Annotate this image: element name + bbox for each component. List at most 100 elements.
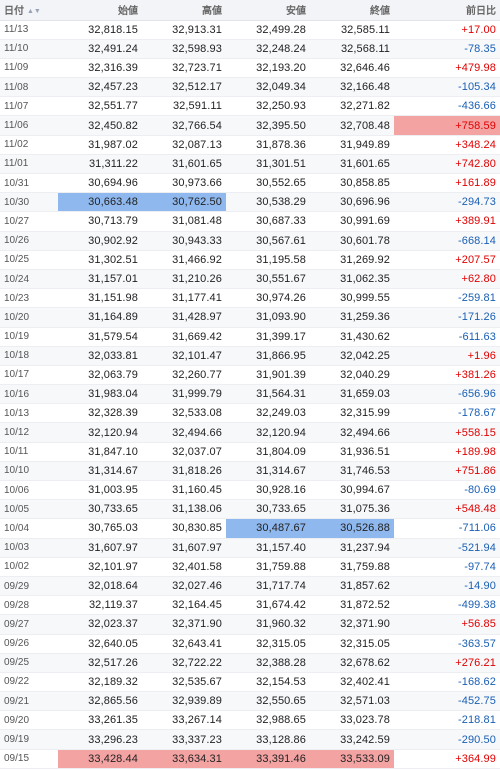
cell-high: 31,607.97 <box>142 538 226 558</box>
cell-date: 10/06 <box>0 480 58 501</box>
cell-date: 10/13 <box>0 403 58 424</box>
cell-open: 31,579.54 <box>58 327 142 347</box>
cell-date: 10/02 <box>0 557 58 577</box>
column-header-date[interactable]: 日付 ▲▼ <box>0 0 58 21</box>
cell-date: 10/20 <box>0 307 58 328</box>
cell-open: 32,457.23 <box>58 77 142 98</box>
cell-low: 30,551.67 <box>226 269 310 290</box>
cell-high: 32,722.22 <box>142 653 226 673</box>
cell-change: +207.57 <box>394 250 500 270</box>
cell-low: 30,687.33 <box>226 211 310 232</box>
cell-open: 32,023.37 <box>58 614 142 635</box>
cell-high: 30,830.85 <box>142 518 226 539</box>
table-row: 10/24 31,157.01 31,210.26 30,551.67 31,062.3… <box>0 269 500 290</box>
cell-change: -14.90 <box>394 576 500 597</box>
cell-open: 33,428.44 <box>58 749 142 769</box>
cell-close: 31,269.92 <box>310 250 394 270</box>
table-row: 10/06 31,003.95 31,160.45 30,928.16 30,994.6… <box>0 480 500 501</box>
cell-high: 32,913.31 <box>142 20 226 40</box>
cell-close: 31,746.53 <box>310 461 394 482</box>
cell-high: 32,591.11 <box>142 96 226 117</box>
table-row: 10/31 30,694.96 30,973.66 30,552.65 30,858.8… <box>0 173 500 194</box>
cell-close: 32,678.62 <box>310 653 394 673</box>
cell-change: +751.86 <box>394 461 500 482</box>
cell-open: 32,491.24 <box>58 39 142 59</box>
cell-open: 30,765.03 <box>58 518 142 539</box>
table-row: 09/21 32,865.56 32,939.89 32,550.65 32,571.0… <box>0 691 500 712</box>
cell-close: 30,991.69 <box>310 211 394 232</box>
cell-close: 32,571.03 <box>310 691 394 712</box>
cell-low: 32,388.28 <box>226 653 310 673</box>
cell-close: 31,237.94 <box>310 538 394 558</box>
cell-date: 10/24 <box>0 269 58 290</box>
cell-close: 30,994.67 <box>310 480 394 501</box>
cell-close: 32,040.29 <box>310 365 394 386</box>
cell-high: 31,601.65 <box>142 154 226 175</box>
cell-date: 09/27 <box>0 614 58 635</box>
cell-high: 32,087.13 <box>142 135 226 155</box>
cell-close: 30,999.55 <box>310 288 394 309</box>
cell-high: 30,762.50 <box>142 192 226 213</box>
cell-change: -452.75 <box>394 691 500 712</box>
cell-change: +558.15 <box>394 422 500 443</box>
table-row: 10/04 30,765.03 30,830.85 30,487.67 30,526.8… <box>0 518 500 539</box>
cell-high: 32,643.41 <box>142 634 226 654</box>
table-row: 10/02 32,101.97 32,401.58 31,759.88 31,759.8… <box>0 557 500 577</box>
cell-close: 30,526.88 <box>310 518 394 539</box>
cell-change: -656.96 <box>394 384 500 405</box>
cell-date: 10/30 <box>0 192 58 213</box>
cell-low: 32,120.94 <box>226 422 310 443</box>
cell-high: 31,999.79 <box>142 384 226 405</box>
table-row: 10/26 30,902.92 30,943.33 30,567.61 30,601.7… <box>0 231 500 251</box>
cell-change: -105.34 <box>394 77 500 98</box>
table-row: 09/20 33,261.35 33,267.14 32,988.65 33,023.7… <box>0 710 500 731</box>
cell-open: 32,101.97 <box>58 557 142 577</box>
cell-open: 32,551.77 <box>58 96 142 117</box>
cell-change: -711.06 <box>394 518 500 539</box>
cell-open: 32,120.94 <box>58 422 142 443</box>
column-header-change: 前日比 <box>394 0 500 21</box>
cell-open: 32,517.26 <box>58 653 142 673</box>
sort-asc-desc-icon[interactable]: ▲▼ <box>27 7 41 15</box>
cell-high: 32,260.77 <box>142 365 226 386</box>
cell-close: 31,857.62 <box>310 576 394 597</box>
table-row: 10/27 30,713.79 31,081.48 30,687.33 30,991.6… <box>0 211 500 232</box>
cell-change: +276.21 <box>394 653 500 673</box>
cell-change: +189.98 <box>394 442 500 462</box>
cell-close: 32,371.90 <box>310 614 394 635</box>
cell-close: 32,402.41 <box>310 672 394 693</box>
column-header-close: 終値 <box>310 0 394 21</box>
cell-change: -80.69 <box>394 480 500 501</box>
column-header-date-label: 日付 <box>4 6 24 18</box>
cell-high: 31,160.45 <box>142 480 226 501</box>
cell-close: 32,568.11 <box>310 39 394 59</box>
cell-low: 31,717.74 <box>226 576 310 597</box>
cell-low: 32,193.20 <box>226 58 310 79</box>
cell-open: 32,450.82 <box>58 115 142 136</box>
cell-close: 31,659.03 <box>310 384 394 405</box>
cell-change: -168.62 <box>394 672 500 693</box>
cell-change: +389.91 <box>394 211 500 232</box>
cell-low: 31,157.40 <box>226 538 310 558</box>
cell-low: 31,878.36 <box>226 135 310 155</box>
cell-high: 31,210.26 <box>142 269 226 290</box>
cell-date: 11/07 <box>0 96 58 117</box>
cell-change: -97.74 <box>394 557 500 577</box>
table-row: 09/27 32,023.37 32,371.90 31,960.32 32,371.9… <box>0 614 500 635</box>
cell-low: 30,733.65 <box>226 499 310 520</box>
cell-date: 10/17 <box>0 365 58 386</box>
cell-close: 31,062.35 <box>310 269 394 290</box>
cell-change: -499.38 <box>394 595 500 616</box>
cell-open: 32,119.37 <box>58 595 142 616</box>
table-row: 10/17 32,063.79 32,260.77 31,901.39 32,040.2… <box>0 365 500 386</box>
cell-high: 32,766.54 <box>142 115 226 136</box>
cell-low: 30,538.29 <box>226 192 310 213</box>
cell-high: 32,598.93 <box>142 39 226 59</box>
cell-date: 10/05 <box>0 499 58 520</box>
cell-date: 10/10 <box>0 461 58 482</box>
cell-date: 10/18 <box>0 346 58 366</box>
cell-date: 11/02 <box>0 135 58 155</box>
cell-close: 33,023.78 <box>310 710 394 731</box>
cell-low: 32,395.50 <box>226 115 310 136</box>
cell-date: 10/27 <box>0 211 58 232</box>
